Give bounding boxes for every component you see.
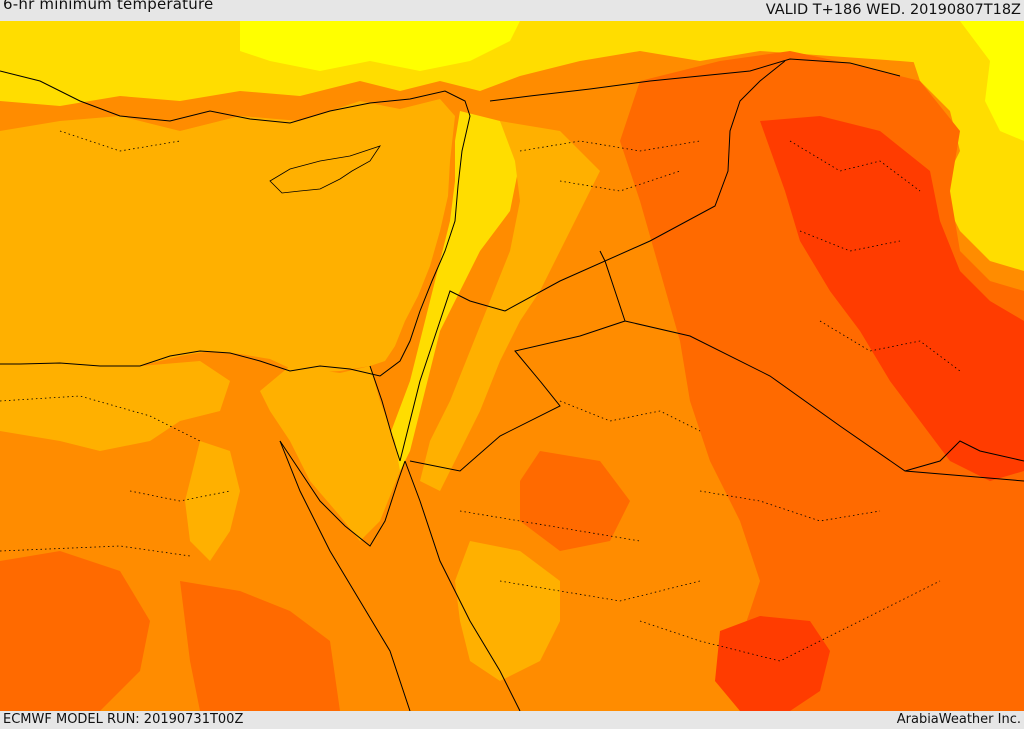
kuwait-border — [904, 440, 1024, 472]
iraq-red-core — [760, 116, 1024, 481]
turkey-south-coast — [0, 70, 471, 124]
province-line — [559, 400, 701, 432]
province-line — [459, 510, 641, 542]
mediterranean-sea — [0, 99, 455, 373]
turkey-syria-border — [489, 58, 901, 102]
province-line — [129, 490, 231, 502]
cyprus-outline — [269, 145, 381, 194]
map-title: 6-hr minimum temperature — [3, 0, 214, 13]
footer-bar: ECMWF MODEL RUN: 20190731T00Z ArabiaWeat… — [0, 711, 1024, 729]
saudi-red-spot — [715, 616, 830, 711]
levant-orange-belt — [420, 121, 600, 491]
province-line — [0, 395, 201, 442]
red-sea-east-coast — [404, 460, 521, 711]
province-line — [0, 545, 191, 557]
red-sea-west-coast — [279, 440, 411, 711]
jordan-saudi-border — [409, 250, 626, 472]
levant-coast — [0, 115, 471, 377]
iraq-saudi-border — [624, 320, 1024, 482]
province-line — [519, 140, 701, 152]
egypt-israel-border — [369, 365, 401, 462]
province-line — [499, 580, 701, 602]
syria-iraq-border — [504, 60, 786, 312]
header-bar: 6-hr minimum temperature VALID T+186 WED… — [0, 0, 1024, 21]
north-yellow-band — [240, 21, 520, 71]
model-run-label: ECMWF MODEL RUN: 20190731T00Z — [3, 712, 244, 727]
egypt-north-light — [0, 361, 230, 451]
province-line — [699, 490, 881, 522]
egypt-south-dark — [180, 581, 340, 711]
gulf-of-suez — [279, 440, 406, 547]
ne-light-patch — [960, 21, 1024, 141]
jordan-desert-dark — [520, 451, 630, 551]
levant-light-strip — [380, 111, 520, 481]
sinai-light — [260, 366, 400, 541]
province-lines — [0, 130, 961, 662]
valid-time-label: VALID T+186 WED. 20190807T18Z — [765, 2, 1021, 18]
jordan-border — [399, 290, 506, 462]
temperature-map — [0, 21, 1024, 711]
hejaz-light — [455, 541, 560, 681]
province-line — [59, 130, 181, 152]
credit-label: ArabiaWeather Inc. — [896, 712, 1021, 727]
egypt-west-dark — [0, 551, 150, 711]
egypt-nile-light — [185, 441, 240, 561]
map-canvas — [0, 21, 1024, 711]
country-borders — [0, 58, 1024, 711]
